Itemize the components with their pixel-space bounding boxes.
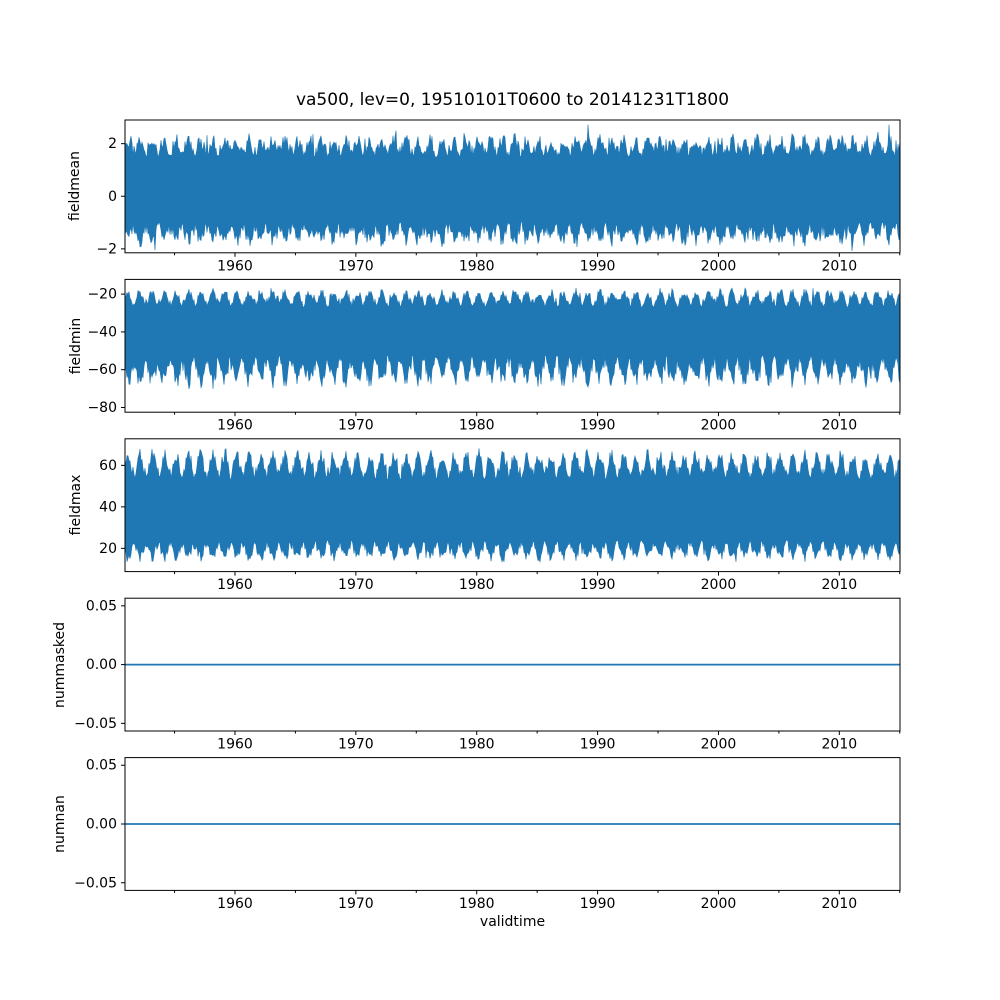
y-tick-label: 20 — [99, 541, 117, 557]
y-tick-label: −20 — [87, 287, 117, 303]
y-tick-label: −40 — [87, 324, 117, 340]
x-tick-label: 2010 — [822, 258, 858, 274]
y-tick-label: 0.05 — [86, 758, 117, 774]
y-tick-label: 0.00 — [86, 657, 117, 673]
x-tick-label: 2000 — [701, 896, 737, 912]
series-fieldmax — [124, 448, 901, 563]
x-tick-label: 1960 — [217, 418, 253, 434]
x-tick-label: 1970 — [338, 418, 374, 434]
y-tick-label: 0.00 — [86, 817, 117, 833]
y-tick-label: −2 — [96, 241, 117, 257]
x-tick-label: 1980 — [459, 577, 495, 593]
y-tick-label: 60 — [99, 458, 117, 474]
x-tick-label: 1990 — [580, 418, 616, 434]
x-tick-label: 1990 — [580, 896, 616, 912]
x-tick-label: 1960 — [217, 737, 253, 753]
y-tick-label: −60 — [87, 362, 117, 378]
xlabel-validtime: validtime — [479, 914, 546, 930]
ylabel-nummasked: nummasked — [52, 621, 68, 709]
x-tick-label: 1970 — [338, 896, 374, 912]
y-tick-label: −80 — [87, 400, 117, 416]
x-tick-label: 2010 — [822, 577, 858, 593]
x-tick-label: 1980 — [459, 258, 495, 274]
x-tick-label: 1970 — [338, 577, 374, 593]
x-tick-label: 1970 — [338, 258, 374, 274]
x-tick-label: 1960 — [217, 896, 253, 912]
y-tick-label: −0.05 — [74, 716, 117, 732]
y-tick-label: −0.05 — [74, 875, 117, 891]
y-tick-label: 2 — [108, 136, 117, 152]
x-tick-label: 1970 — [338, 737, 374, 753]
y-tick-label: 40 — [99, 499, 117, 515]
x-tick-label: 1990 — [580, 737, 616, 753]
x-tick-label: 2000 — [701, 258, 737, 274]
x-tick-label: 2010 — [822, 896, 858, 912]
x-tick-label: 2000 — [701, 737, 737, 753]
x-tick-label: 1960 — [217, 577, 253, 593]
x-tick-label: 1990 — [580, 258, 616, 274]
series-fieldmean — [124, 124, 901, 252]
ylabel-fieldmax: fieldmax — [68, 474, 84, 536]
x-tick-label: 1980 — [459, 896, 495, 912]
x-tick-label: 2000 — [701, 418, 737, 434]
series-fieldmin — [124, 287, 901, 390]
x-tick-label: 1980 — [459, 737, 495, 753]
axes-frame-fieldmax — [124, 438, 901, 573]
axes-frame-fieldmean — [124, 119, 901, 254]
y-tick-label: 0 — [108, 189, 117, 205]
x-tick-label: 2010 — [822, 418, 858, 434]
x-tick-label: 1960 — [217, 258, 253, 274]
ylabel-fieldmin: fieldmin — [68, 317, 84, 375]
chart-title: va500, lev=0, 19510101T0600 to 20141231T… — [295, 90, 730, 110]
y-tick-label: 0.05 — [86, 598, 117, 614]
ylabel-fieldmean: fieldmean — [67, 151, 83, 221]
x-tick-label: 2010 — [822, 737, 858, 753]
x-tick-label: 1990 — [580, 577, 616, 593]
ylabel-numnan: numnan — [52, 795, 68, 853]
x-tick-label: 1980 — [459, 418, 495, 434]
x-tick-label: 2000 — [701, 577, 737, 593]
axes-frame-fieldmin — [124, 278, 901, 413]
